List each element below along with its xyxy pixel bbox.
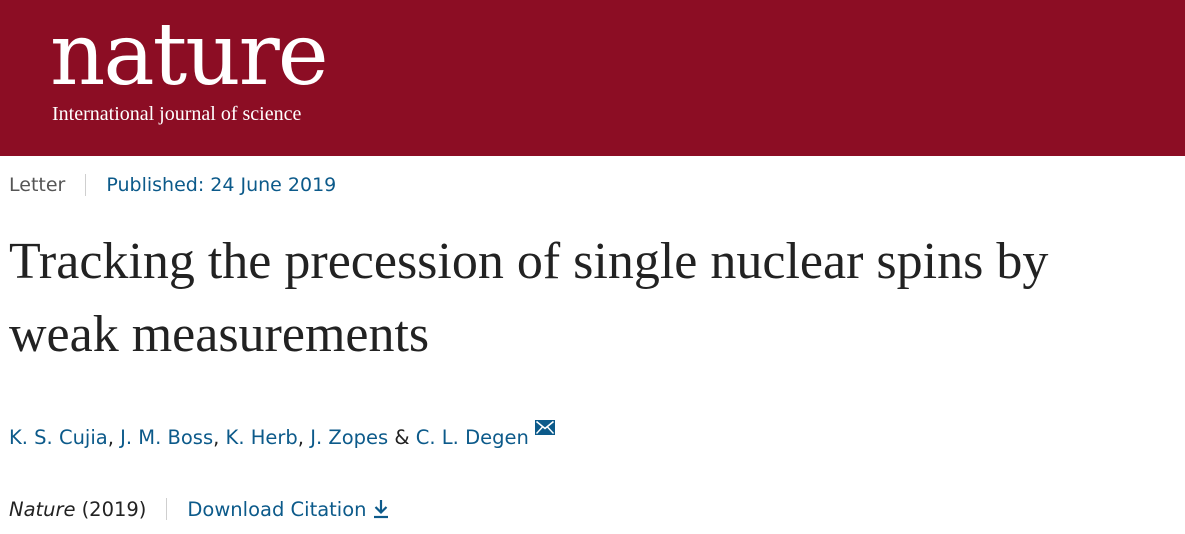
published-date: Published: 24 June 2019 — [106, 174, 337, 196]
article-title: Tracking the precession of single nuclea… — [9, 233, 1049, 363]
envelope-icon[interactable] — [534, 420, 555, 435]
author-link[interactable]: J. M. Boss — [120, 426, 214, 449]
author-list: K. S. Cujia, J. M. Boss, K. Herb, J. Zop… — [9, 420, 555, 453]
author-separator: , — [213, 426, 220, 449]
author-separator: , — [107, 426, 114, 449]
article-meta: Letter Published: 24 June 2019 — [9, 170, 336, 200]
site-header: nature International journal of science — [0, 0, 1185, 156]
author-conjunction: & — [394, 426, 410, 449]
divider — [166, 498, 168, 520]
journal-name: Nature — [9, 497, 76, 521]
author-link[interactable]: J. Zopes — [310, 426, 389, 449]
nature-logo[interactable]: nature — [50, 5, 329, 105]
article-type: Letter — [9, 174, 66, 196]
download-citation-link[interactable]: Download Citation — [187, 497, 367, 521]
author-link[interactable]: K. Herb — [225, 426, 298, 449]
download-arrow-icon[interactable] — [373, 499, 389, 519]
author-link[interactable]: K. S. Cujia — [9, 426, 108, 449]
citation-row: Nature (2019) Download Citation — [9, 493, 389, 525]
publication-year: (2019) — [81, 497, 147, 521]
divider — [85, 174, 87, 196]
author-link[interactable]: C. L. Degen — [415, 426, 529, 449]
author-separator: , — [297, 426, 304, 449]
logo-tagline: International journal of science — [52, 103, 302, 125]
